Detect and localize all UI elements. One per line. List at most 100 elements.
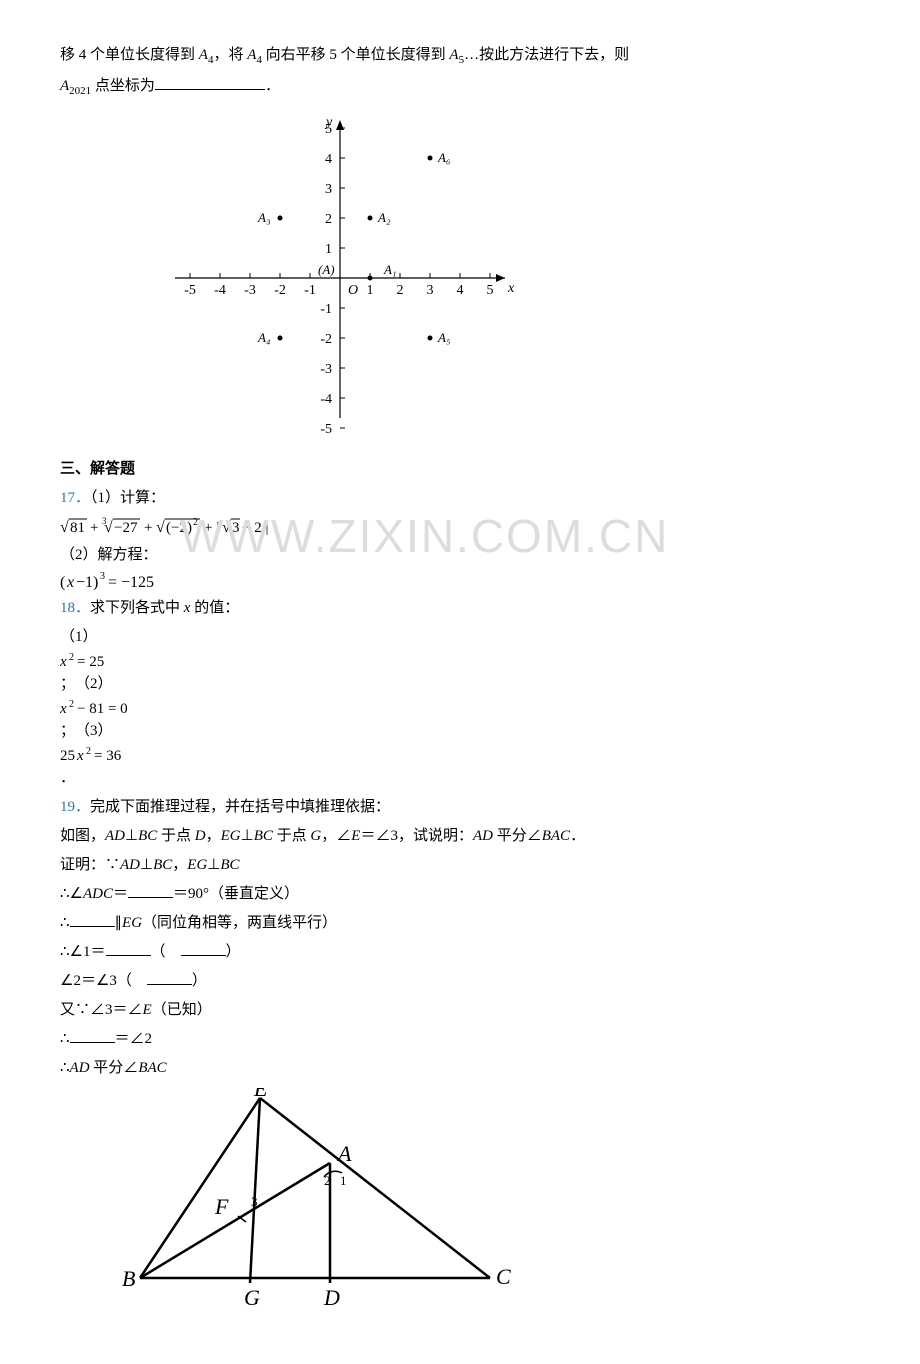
svg-text:G: G bbox=[244, 1285, 260, 1310]
svg-text:3: 3 bbox=[427, 283, 434, 298]
a4: A bbox=[199, 47, 208, 63]
svg-text:−27: −27 bbox=[114, 520, 138, 536]
t: EG bbox=[187, 857, 207, 873]
t: （1） bbox=[60, 629, 98, 645]
t: ＝∠2 bbox=[115, 1031, 153, 1047]
svg-text:D: D bbox=[323, 1285, 340, 1310]
t: ∴ bbox=[60, 1060, 70, 1076]
t: ⊥ bbox=[207, 857, 220, 873]
svg-text:5: 5 bbox=[487, 283, 494, 298]
t: ，将 bbox=[213, 47, 247, 63]
t: （1）计算： bbox=[90, 490, 165, 506]
t: ． bbox=[60, 770, 75, 786]
svg-text:-2: -2 bbox=[320, 332, 332, 347]
blank bbox=[181, 941, 226, 956]
svg-text:x: x bbox=[60, 701, 67, 717]
svg-text:C: C bbox=[496, 1264, 511, 1289]
t: BC bbox=[138, 828, 157, 844]
t: ∠2＝∠3（ bbox=[60, 973, 132, 989]
t: ＝∠3，试说明： bbox=[360, 828, 473, 844]
t: ∴∠1＝ bbox=[60, 944, 106, 960]
svg-text:√: √ bbox=[104, 519, 113, 536]
svg-text:x: x bbox=[76, 748, 84, 764]
svg-text:A₂: A₂ bbox=[377, 210, 391, 225]
q17-line1: 17．（1）计算： √ 81 + 3 √ −27 + √ (−2) 2 + | … bbox=[60, 485, 860, 540]
svg-text:A: A bbox=[336, 1141, 352, 1166]
t: （2）解方程： bbox=[60, 547, 158, 563]
triangle-figure: BCEAFGD123 bbox=[120, 1088, 860, 1318]
svg-text:-3: -3 bbox=[320, 362, 332, 377]
svg-text:− 2 |: − 2 | bbox=[242, 520, 268, 536]
t: E bbox=[143, 1002, 152, 1018]
t: 平分∠ bbox=[90, 1060, 139, 1076]
svg-text:2: 2 bbox=[69, 699, 74, 710]
svg-text:-5: -5 bbox=[184, 283, 196, 298]
t: ＝90°（垂直定义） bbox=[173, 886, 299, 902]
q17-num: 17． bbox=[60, 490, 90, 506]
a4b: A bbox=[247, 47, 256, 63]
svg-text:4: 4 bbox=[325, 152, 332, 167]
svg-text:√: √ bbox=[156, 519, 165, 536]
svg-text:x: x bbox=[60, 654, 67, 670]
q19-l1: 19．完成下面推理过程，并在括号中填推理依据： bbox=[60, 794, 860, 821]
t: 证明：∵ bbox=[60, 857, 120, 873]
svg-text:3: 3 bbox=[325, 182, 332, 197]
expr17-1: √ 81 + 3 √ −27 + √ (−2) 2 + | √ 3 − 2 | bbox=[60, 512, 290, 540]
svg-text:-2: -2 bbox=[274, 283, 286, 298]
t: BC bbox=[153, 857, 172, 873]
svg-text:-1: -1 bbox=[304, 283, 316, 298]
t: BAC bbox=[138, 1060, 166, 1076]
svg-text:2: 2 bbox=[325, 212, 332, 227]
blank bbox=[147, 970, 192, 985]
t: EG bbox=[221, 828, 241, 844]
t: AD bbox=[473, 828, 493, 844]
t: 于点 bbox=[273, 828, 311, 844]
t: ADC bbox=[83, 886, 113, 902]
t: AD bbox=[120, 857, 140, 873]
q19-l8: 又∵∠3＝∠E（已知） bbox=[60, 997, 860, 1024]
svg-text:A₅: A₅ bbox=[437, 330, 450, 345]
t: ⊥ bbox=[241, 828, 254, 844]
svg-text:2: 2 bbox=[397, 283, 404, 298]
svg-text:√: √ bbox=[60, 519, 69, 536]
t: ＝ bbox=[113, 886, 128, 902]
svg-text:+: + bbox=[144, 520, 152, 536]
q19-l9: ∴＝∠2 bbox=[60, 1026, 860, 1053]
svg-text:4: 4 bbox=[457, 283, 464, 298]
t: 又∵∠3＝∠ bbox=[60, 1002, 143, 1018]
svg-text:F: F bbox=[214, 1194, 229, 1219]
t: 如图， bbox=[60, 828, 105, 844]
blank bbox=[155, 75, 265, 90]
svg-text:-3: -3 bbox=[244, 283, 256, 298]
t: ⊥ bbox=[140, 857, 153, 873]
t: ⊥ bbox=[125, 828, 138, 844]
t: D bbox=[195, 828, 206, 844]
t: AD bbox=[105, 828, 125, 844]
t: 完成下面推理过程，并在括号中填推理依据： bbox=[90, 799, 390, 815]
t: （同位角相等，两直线平行） bbox=[142, 915, 337, 931]
svg-text:B: B bbox=[122, 1266, 135, 1291]
a2021s: 2021 bbox=[69, 85, 91, 97]
t: BC bbox=[254, 828, 273, 844]
svg-text:A₄: A₄ bbox=[257, 330, 271, 345]
q19-l3: 证明：∵AD⊥BC，EG⊥BC bbox=[60, 852, 860, 879]
svg-text:2: 2 bbox=[193, 517, 198, 528]
svg-text:√: √ bbox=[222, 519, 231, 536]
t: 平分∠ bbox=[493, 828, 542, 844]
expr17-2: ( x −1) 3 = −125 bbox=[60, 569, 190, 593]
svg-text:− 81 = 0: − 81 = 0 bbox=[77, 701, 128, 717]
t: AD bbox=[70, 1060, 90, 1076]
blank bbox=[128, 883, 173, 898]
svg-text:y: y bbox=[324, 115, 333, 130]
svg-text:2: 2 bbox=[69, 652, 74, 663]
t: 点坐标为 bbox=[91, 78, 155, 94]
svg-text:x: x bbox=[507, 281, 515, 296]
q18-line1: 18．求下列各式中 x 的值： bbox=[60, 595, 860, 622]
intro-line2: A2021 点坐标为． bbox=[60, 73, 860, 102]
svg-text:3: 3 bbox=[232, 520, 240, 536]
section-3-heading: 三、解答题 bbox=[60, 456, 860, 483]
q19-l4: ∴∠ADC＝＝90°（垂直定义） bbox=[60, 881, 860, 908]
svg-text:E: E bbox=[253, 1088, 268, 1101]
svg-text:2: 2 bbox=[324, 1173, 331, 1188]
blank bbox=[70, 1028, 115, 1043]
